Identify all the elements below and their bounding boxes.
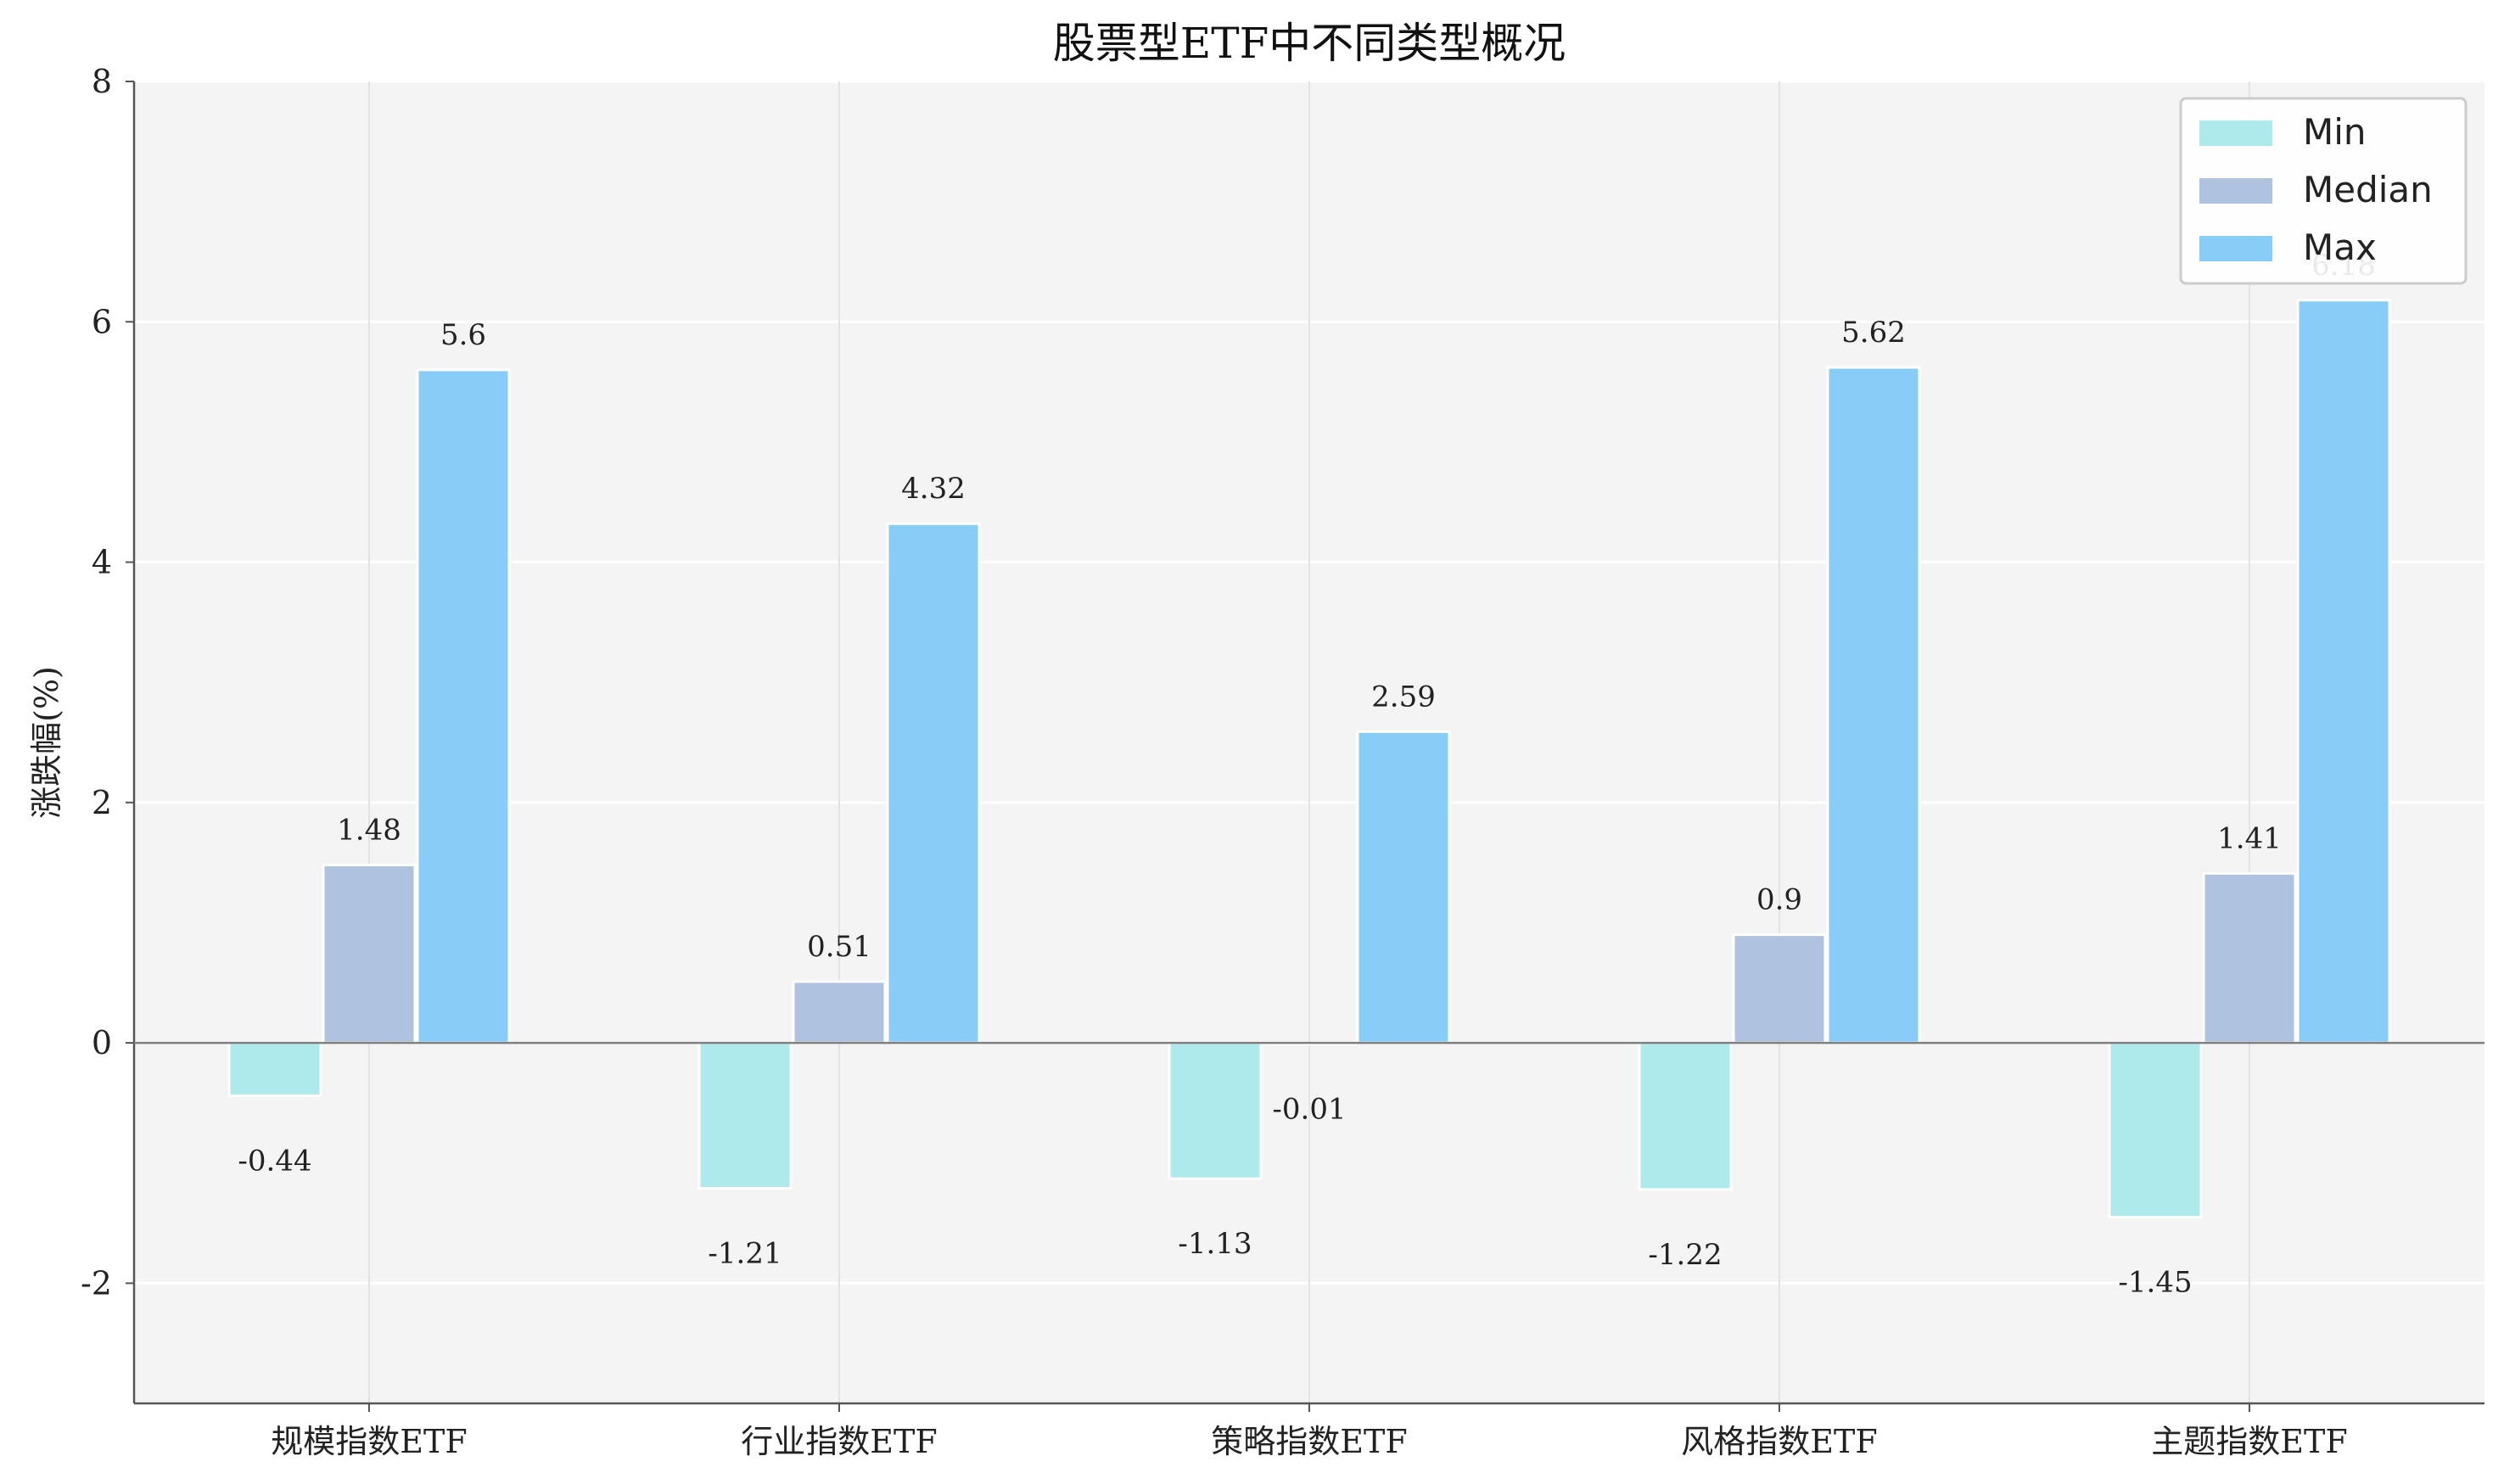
data-label: -0.01 <box>1272 1093 1346 1127</box>
bar <box>792 980 887 1044</box>
bar <box>1732 933 1827 1044</box>
data-label: -1.21 <box>708 1236 781 1270</box>
data-label: -1.13 <box>1178 1227 1252 1261</box>
y-tick-label: 8 <box>92 63 112 100</box>
x-tick-label: 风格指数ETF <box>1681 1423 1877 1460</box>
data-label: 0.9 <box>1756 883 1802 917</box>
legend-label: Max <box>2303 227 2377 268</box>
bar <box>416 368 511 1044</box>
x-tick-label: 规模指数ETF <box>271 1423 467 1460</box>
bar <box>697 1041 793 1190</box>
bar <box>2202 871 2297 1044</box>
bars <box>227 299 2391 1218</box>
chart-title: 股票型ETF中不同类型概况 <box>1053 19 1566 68</box>
data-label: 2.59 <box>1371 680 1436 714</box>
y-tick-label: 2 <box>92 784 112 821</box>
bar <box>1638 1041 1733 1191</box>
data-label: 5.62 <box>1841 316 1906 350</box>
data-label: 4.32 <box>901 472 966 506</box>
x-tick-label: 策略指数ETF <box>1211 1423 1407 1460</box>
legend-label: Min <box>2303 111 2367 153</box>
y-tick-label: -2 <box>81 1264 112 1302</box>
legend: Min Median Max <box>2179 97 2468 285</box>
bar <box>1356 730 1451 1044</box>
bar <box>1168 1041 1263 1180</box>
legend-label: Median <box>2303 169 2433 210</box>
axes: -2 0 2 4 6 8 规模指数ETF 行业指数ETF 策略指数ETF 风格指数ETF 主题指数E… <box>81 63 2484 1460</box>
y-tick-label: 6 <box>92 303 112 340</box>
y-axis-label: 涨跌幅(%) <box>28 666 65 819</box>
data-label: 1.48 <box>337 813 401 847</box>
bar <box>1826 366 1921 1044</box>
data-labels: -0.44 -1.21 -1.13 -1.22 -1.45 1.48 0.51 -0.01 0.… <box>238 249 2375 1300</box>
bar <box>886 522 981 1044</box>
data-label: 5.6 <box>440 318 486 352</box>
x-tick-label: 主题指数ETF <box>2151 1423 2347 1460</box>
data-label: -1.45 <box>2118 1265 2192 1299</box>
bar <box>2108 1041 2203 1218</box>
data-label: 0.51 <box>807 930 871 964</box>
bar <box>2296 299 2391 1044</box>
legend-swatch <box>2199 236 2272 261</box>
legend-swatch <box>2199 178 2272 204</box>
x-tick-label: 行业指数ETF <box>741 1423 937 1460</box>
data-label: -1.22 <box>1648 1238 1722 1272</box>
y-tick-label: 4 <box>92 544 112 581</box>
legend-swatch <box>2199 120 2272 146</box>
bar <box>322 863 417 1044</box>
y-tick-label: 0 <box>92 1024 112 1061</box>
data-label: -0.44 <box>238 1144 311 1178</box>
data-label: 1.41 <box>2217 821 2282 855</box>
bar <box>227 1041 322 1097</box>
